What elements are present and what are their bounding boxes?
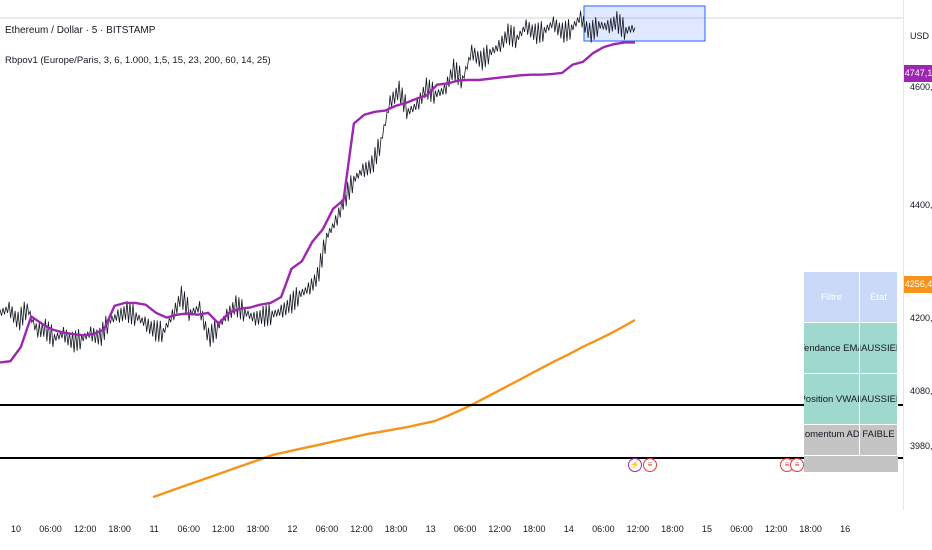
time-axis[interactable]: 10 06:00 12:00 18:00 11 06:00 12:00 18:00 12 06:0… [0, 510, 903, 550]
lightning-icon-glyph: ⚡ [630, 460, 640, 469]
table-cell-filter: Position VWAP [804, 374, 860, 424]
table-cell-state: HAUSSIER [860, 374, 898, 424]
table-header-filter: Filtre [804, 272, 860, 322]
vwap-price-badge: 4747,1 [904, 65, 932, 82]
us-flag-icon-glyph: ≡ [647, 460, 653, 469]
price-tick-label: 4080,0 [910, 386, 932, 396]
time-tick-label: 12:00 [488, 524, 511, 534]
us-flag-icon-glyph: ≡ [784, 460, 790, 469]
table-cell-filter: Tendance EMA [804, 323, 860, 373]
time-tick-label: 06:00 [39, 524, 62, 534]
ema-price-badge: 4256,4 [904, 276, 932, 293]
table-row: Tendance EMA HAUSSIER [804, 323, 898, 374]
table-row: Position VWAP HAUSSIER [804, 374, 898, 425]
time-tick-label: 12:00 [350, 524, 373, 534]
time-tick-label: 06:00 [177, 524, 201, 534]
selection-box[interactable] [583, 5, 706, 42]
us-flag-icon[interactable]: ≡ [790, 458, 804, 472]
time-tick-label: 16 [840, 524, 851, 534]
table-row [804, 456, 898, 472]
time-tick-label: 11 [149, 524, 159, 534]
time-tick-label: 14 [563, 524, 574, 534]
filter-status-table: Filtre État Tendance EMA HAUSSIER Positi… [804, 272, 898, 472]
time-tick-label: 12:00 [73, 524, 97, 534]
time-tick-label: 18:00 [661, 524, 684, 534]
time-tick-label: 12:00 [212, 524, 235, 534]
price-tick-label: 4600,0 [910, 82, 932, 92]
time-tick-label: 13 [425, 524, 436, 534]
time-tick-label: 06:00 [730, 524, 753, 534]
time-tick-label: 18:00 [384, 524, 408, 534]
horizontal-level-line[interactable] [0, 404, 903, 406]
time-tick-label: 12:00 [764, 524, 788, 534]
table-header-state: État [860, 272, 898, 322]
time-tick-label: 12:00 [626, 524, 650, 534]
time-tick-label: 18:00 [246, 524, 270, 534]
table-cell-state: HAUSSIER [860, 323, 898, 373]
currency-label: USD [910, 31, 930, 41]
table-header-row: Filtre État [804, 272, 898, 323]
time-tick-label: 06:00 [592, 524, 615, 534]
table-row: Momentum ADX FAIBLE [804, 425, 898, 456]
table-cell-state: FAIBLE [860, 425, 898, 455]
time-tick-label: 12 [287, 524, 298, 534]
us-flag-icon[interactable]: ≡ [643, 458, 657, 472]
indicator-label[interactable]: Rbpov1 (Europe/Paris, 3, 6, 1.000, 1,5, … [5, 55, 271, 66]
price-tick-label: 4400,0 [910, 200, 932, 210]
price-tick-label: 3980,0 [910, 441, 932, 451]
time-tick-label: 18:00 [108, 524, 131, 534]
time-tick-label: 18:00 [522, 524, 546, 534]
price-tick-label: 4200,0 [910, 313, 932, 323]
price-series-line [0, 10, 636, 353]
vwap-price-value: 4747,1 [904, 68, 932, 78]
horizontal-level-line[interactable] [0, 457, 903, 459]
ema-series-line [152, 318, 636, 499]
vwap-series-line [0, 41, 635, 364]
symbol-title[interactable]: Ethereum / Dollar · 5 · BITSTAMP [5, 25, 156, 36]
table-cell-filter: Momentum ADX [804, 425, 860, 455]
lightning-icon[interactable]: ⚡ [628, 458, 642, 472]
time-tick-label: 10 [10, 524, 22, 534]
time-tick-label: 18:00 [799, 524, 822, 534]
chart-area[interactable]: Ethereum / Dollar · 5 · BITSTAMP Rbpov1 … [0, 0, 903, 500]
us-flag-icon-glyph: ≡ [794, 460, 800, 469]
price-axis[interactable]: USD 4747,1 4600,0 4400,0 4256,4 4200,0 4… [903, 0, 932, 510]
time-tick-label: 06:00 [315, 524, 339, 534]
ema-price-value: 4256,4 [904, 279, 932, 289]
time-tick-label: 06:00 [453, 524, 477, 534]
time-tick-label: 15 [701, 524, 713, 534]
price-chart[interactable] [0, 0, 903, 500]
